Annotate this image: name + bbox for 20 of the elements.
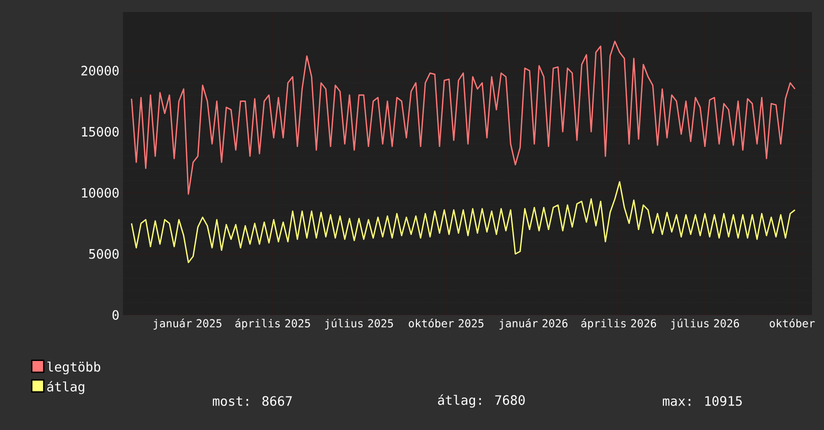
y-tick-label: 20000 <box>81 66 119 76</box>
text: most: 8667 <box>212 396 292 406</box>
x-tick-label: július 2026 <box>671 318 740 330</box>
x-tick-label: április 2026 <box>581 318 656 330</box>
x-tick-label: január 2025 <box>154 318 222 330</box>
legend-label: átlag <box>47 380 84 394</box>
line-series <box>130 181 796 264</box>
x-tick-label: október <box>770 318 815 328</box>
legend-label: legtöbb <box>47 362 100 374</box>
x-tick-label: április 2025 <box>235 318 310 330</box>
y-tick-label: 5000 <box>89 249 119 259</box>
x-tick-label: július 2025 <box>325 318 393 330</box>
y-tick-label: 0 <box>112 310 119 320</box>
y-tick-label: 10000 <box>82 188 119 198</box>
x-tick-label: január 2026 <box>500 318 568 330</box>
text: átlag: 7680 <box>438 394 525 408</box>
line-series <box>130 40 796 195</box>
y-tick-label: 15000 <box>82 126 119 137</box>
text: max: 10915 <box>662 396 742 406</box>
x-tick-label: október 2025 <box>408 318 484 328</box>
